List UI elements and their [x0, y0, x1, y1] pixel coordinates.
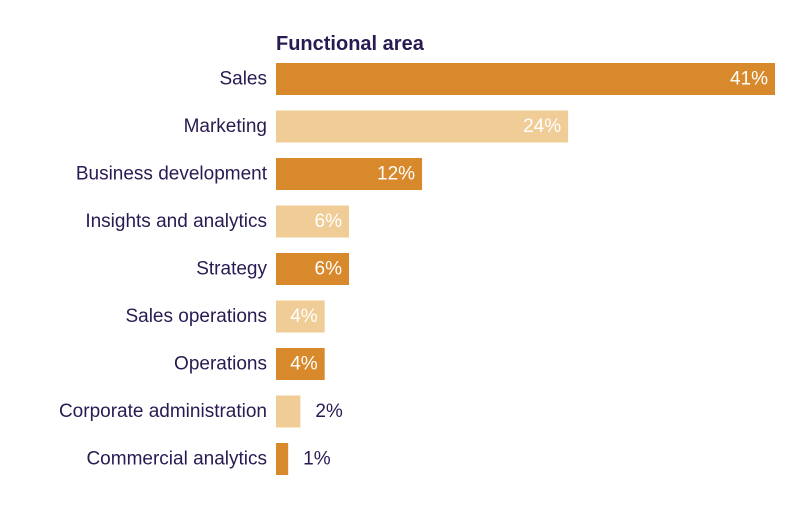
bar-group: Insights and analytics 6%	[85, 205, 350, 238]
bar	[276, 205, 350, 238]
category-label: Commercial analytics	[86, 449, 267, 470]
bar	[276, 110, 569, 143]
value-label: 6%	[315, 259, 343, 280]
bar-group: Commercial analytics 1%	[86, 443, 331, 475]
bar-group: Operations 4%	[174, 348, 325, 380]
category-label: Sales	[219, 69, 267, 90]
bar-group: Sales operations 4%	[125, 300, 325, 333]
value-label: 12%	[377, 164, 415, 185]
chart-title: Functional area	[276, 33, 425, 55]
category-label: Sales operations	[125, 306, 267, 327]
category-label: Operations	[174, 354, 267, 375]
bar-group: Marketing 24%	[184, 110, 569, 143]
bar	[276, 395, 301, 428]
bar	[276, 158, 423, 190]
bar-group: Corporate administration 2%	[59, 395, 343, 428]
bar	[276, 300, 325, 333]
bar-group: Sales 41%	[219, 63, 775, 95]
value-label: 41%	[730, 69, 768, 90]
value-label: 24%	[523, 116, 561, 137]
bar-group: Strategy 6%	[196, 253, 350, 285]
bar-group: Business development 12%	[76, 158, 423, 190]
value-label: 1%	[303, 449, 331, 470]
value-label: 6%	[315, 211, 343, 232]
value-label: 4%	[290, 306, 318, 327]
bar	[276, 63, 775, 95]
category-label: Insights and analytics	[85, 211, 267, 232]
category-label: Strategy	[196, 259, 267, 280]
category-label: Marketing	[184, 116, 267, 137]
bar	[276, 253, 350, 285]
bars-layer: Sales 41% Marketing 24% Business development…	[59, 63, 775, 475]
bar	[276, 348, 325, 380]
category-label: Corporate administration	[59, 401, 267, 422]
category-label: Business development	[76, 164, 268, 185]
value-label: 2%	[315, 401, 343, 422]
bar	[276, 443, 289, 475]
value-label: 4%	[290, 354, 318, 375]
